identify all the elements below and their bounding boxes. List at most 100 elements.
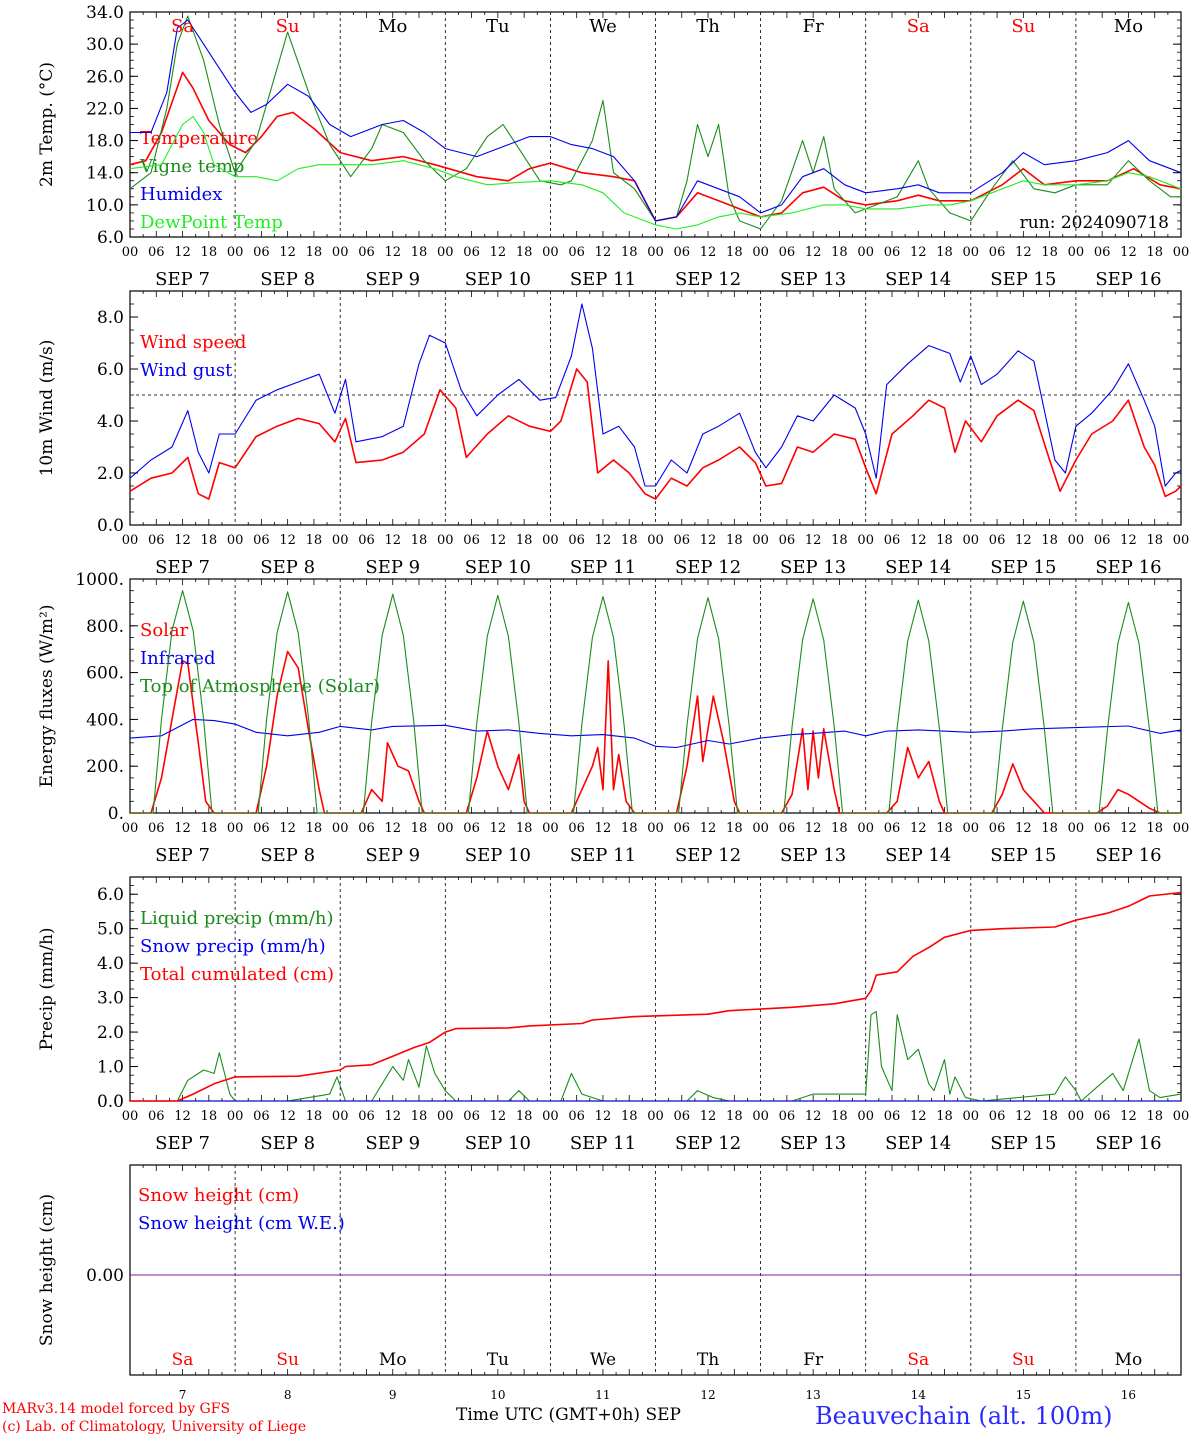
hour-tick-label: 00: [857, 1109, 874, 1124]
hour-tick-label: 06: [253, 1109, 270, 1124]
hour-tick-label: 18: [621, 533, 638, 548]
hour-tick-label: 00: [437, 821, 454, 836]
hour-tick-label: 18: [411, 1109, 428, 1124]
hour-tick-label: 06: [148, 533, 165, 548]
hour-tick-label: 00: [647, 1109, 664, 1124]
hour-tick-label: 06: [463, 821, 480, 836]
series-line-wind-speed: [129, 368, 1182, 500]
hour-tick-label: 12: [1015, 533, 1032, 548]
y-tick-label: 600.: [86, 664, 124, 684]
day-abbr-label: Mo: [378, 16, 407, 37]
y-tick-label: 2.0: [97, 464, 124, 484]
hour-tick-label: 18: [726, 245, 743, 260]
hour-tick-label: 00: [1068, 533, 1085, 548]
hour-tick-label: 18: [516, 245, 533, 260]
day-abbr-label: Sa: [907, 1350, 929, 1370]
x-axis-title: Time UTC (GMT+0h) SEP: [456, 1405, 681, 1425]
hour-tick-label: 00: [122, 533, 139, 548]
hour-tick-label: 18: [411, 245, 428, 260]
hour-tick-label: 00: [542, 533, 559, 548]
hour-tick-label: 06: [884, 245, 901, 260]
day-abbr-label: We: [589, 16, 617, 37]
hour-tick-label: 12: [595, 821, 612, 836]
hour-tick-label: 06: [253, 245, 270, 260]
hour-tick-label: 06: [989, 533, 1006, 548]
hour-tick-label: 06: [568, 1109, 585, 1124]
hour-tick-label: 06: [674, 245, 691, 260]
hour-tick-label: 18: [306, 533, 323, 548]
day-number-label: 7: [179, 1388, 187, 1402]
hour-tick-label: 06: [884, 1109, 901, 1124]
y-tick-label: 10.0: [86, 196, 124, 216]
y-tick-label: 22.0: [86, 99, 124, 119]
hour-tick-label: 06: [1094, 821, 1111, 836]
y-tick-label: 0.0: [97, 1092, 124, 1112]
hour-tick-label: 12: [910, 533, 927, 548]
hour-tick-label: 18: [1041, 245, 1058, 260]
date-label: SEP 8: [260, 1133, 315, 1154]
date-label: SEP 16: [1095, 1133, 1161, 1154]
y-tick-label: 6.0: [97, 360, 124, 380]
date-label: SEP 16: [1095, 845, 1161, 866]
hour-tick-label: 06: [989, 821, 1006, 836]
run-annotation: run: 2024090718: [1020, 213, 1169, 233]
day-number-label: 12: [700, 1388, 715, 1402]
date-label: SEP 13: [780, 845, 846, 866]
hour-tick-label: 18: [201, 245, 218, 260]
y-tick-label: 6.0: [97, 885, 124, 905]
hour-tick-label: 18: [936, 821, 953, 836]
hour-tick-label: 00: [647, 533, 664, 548]
hour-tick-label: 06: [1094, 245, 1111, 260]
day-number-label: 16: [1121, 1388, 1136, 1402]
legend-entry: Humidex: [140, 184, 222, 205]
legend-entry: Wind speed: [140, 332, 246, 353]
y-tick-label: 5.0: [97, 920, 124, 940]
legend-entry: Snow precip (mm/h): [140, 936, 326, 957]
y-tick-label: 6.0: [97, 228, 124, 248]
hour-tick-label: 06: [884, 821, 901, 836]
hour-tick-label: 12: [1120, 1109, 1137, 1124]
day-abbr-label: Su: [276, 16, 300, 37]
hour-tick-label: 06: [1094, 533, 1111, 548]
date-label: SEP 12: [675, 557, 741, 578]
hour-tick-label: 12: [700, 245, 717, 260]
hour-tick-label: 12: [805, 245, 822, 260]
hour-tick-label: 12: [805, 533, 822, 548]
hour-tick-label: 06: [568, 821, 585, 836]
hour-tick-label: 00: [332, 245, 349, 260]
hour-tick-label: 00: [332, 821, 349, 836]
date-label: SEP 10: [465, 557, 531, 578]
date-label: SEP 10: [465, 1133, 531, 1154]
hour-tick-label: 18: [831, 533, 848, 548]
date-label: SEP 7: [155, 845, 210, 866]
hour-tick-label: 12: [805, 821, 822, 836]
y-tick-label: 0.00: [86, 1266, 124, 1286]
hour-tick-label: 00: [752, 533, 769, 548]
hour-tick-label: 00: [857, 821, 874, 836]
day-abbr-label: Tu: [487, 1350, 509, 1370]
hour-tick-label: 06: [779, 821, 796, 836]
hour-tick-label: 18: [936, 533, 953, 548]
y-tick-label: 0.0: [97, 516, 124, 536]
hour-tick-label: 06: [568, 533, 585, 548]
hour-tick-label: 18: [936, 1109, 953, 1124]
hour-tick-label: 06: [358, 1109, 375, 1124]
hour-tick-label: 18: [1041, 821, 1058, 836]
hour-tick-label: 18: [306, 1109, 323, 1124]
date-label: SEP 8: [260, 845, 315, 866]
day-abbr-label: Mo: [1115, 1350, 1143, 1370]
hour-tick-label: 18: [1041, 533, 1058, 548]
x-axis-title-text: Time UTC (GMT+0h): [456, 1405, 641, 1425]
hour-tick-label: 12: [490, 533, 507, 548]
hour-tick-label: 12: [1015, 1109, 1032, 1124]
hour-tick-label: 18: [831, 821, 848, 836]
date-label: SEP 9: [365, 269, 420, 290]
day-abbr-label: Su: [1011, 16, 1035, 37]
series-line-humidex: [130, 19, 1182, 222]
hour-tick-label: 00: [1068, 245, 1085, 260]
day-abbr-label: Th: [696, 16, 720, 37]
y-tick-label: 800.: [86, 617, 124, 637]
hour-tick-label: 12: [490, 1109, 507, 1124]
series-line-infrared: [129, 718, 1182, 749]
